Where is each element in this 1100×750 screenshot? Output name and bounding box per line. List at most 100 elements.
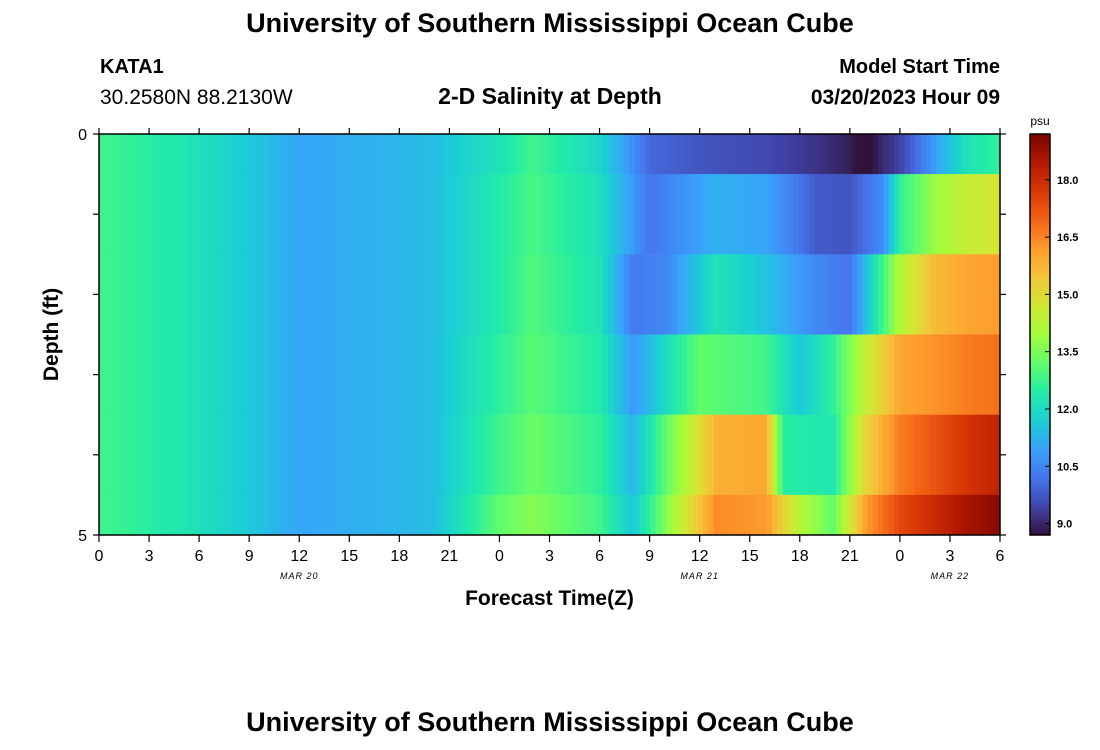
colorbar-segment — [1030, 194, 1050, 198]
heatmap-cell — [273, 134, 280, 175]
heatmap-cell — [729, 134, 736, 175]
heatmap-cell — [443, 174, 450, 255]
heatmap-cell — [936, 414, 943, 496]
heatmap-cell — [867, 414, 874, 496]
heatmap-cell — [660, 174, 667, 255]
heatmap-cell — [973, 494, 980, 536]
heatmap-cell — [671, 494, 678, 536]
heatmap-cell — [867, 174, 874, 255]
heatmap-cell — [369, 134, 375, 175]
heatmap-cell — [544, 414, 550, 496]
colorbar-segment — [1030, 438, 1050, 442]
heatmap-cell — [374, 414, 381, 496]
colorbar-tick-label: 16.5 — [1057, 232, 1078, 244]
heatmap-cell — [496, 494, 503, 536]
colorbar-segment — [1030, 481, 1050, 486]
heatmap-cell — [268, 494, 275, 536]
heatmap-cell — [332, 254, 338, 335]
heatmap-cell — [968, 494, 974, 536]
heatmap-cell — [263, 414, 269, 496]
heatmap-cell — [295, 134, 301, 175]
colorbar-segment — [1030, 284, 1050, 289]
x-tick-label: 21 — [440, 548, 458, 565]
heatmap-cell — [311, 254, 317, 335]
heatmap-cell — [528, 134, 534, 175]
heatmap-cell — [332, 494, 338, 536]
heatmap-cell — [220, 334, 227, 416]
heatmap-cell — [136, 334, 142, 416]
heatmap-cell — [803, 334, 810, 416]
colorbar-segment — [1030, 471, 1050, 476]
heatmap-cell — [475, 334, 481, 416]
heatmap-cell — [284, 414, 291, 496]
heatmap-cell — [629, 254, 635, 335]
heatmap-cell — [872, 254, 879, 335]
colorbar-segment — [1030, 134, 1050, 138]
colorbar-segment — [1030, 434, 1050, 439]
heatmap-cell — [947, 334, 953, 416]
heatmap-cell — [337, 254, 344, 335]
heatmap-cell — [962, 414, 969, 496]
colorbar-segment — [1030, 317, 1050, 322]
heatmap-cell — [305, 414, 312, 496]
x-tick-label: 0 — [495, 548, 504, 565]
heatmap-cell — [295, 494, 301, 536]
colorbar-segment — [1030, 160, 1050, 165]
heatmap-cell — [316, 414, 322, 496]
heatmap-cell — [215, 414, 222, 496]
heatmap-cell — [761, 494, 768, 536]
heatmap-cell — [226, 254, 232, 335]
heatmap-cell — [427, 334, 434, 416]
heatmap-cell — [178, 174, 185, 255]
heatmap-cell — [766, 254, 773, 335]
heatmap-cell — [289, 134, 296, 175]
heatmap-cell — [629, 414, 635, 496]
heatmap-cell — [607, 134, 614, 175]
heatmap-cell — [650, 414, 656, 496]
heatmap-cell — [644, 334, 651, 416]
heatmap-cell — [358, 494, 365, 536]
heatmap-cell — [273, 174, 280, 255]
heatmap-cell — [417, 254, 423, 335]
x-tick-label: 6 — [195, 548, 204, 565]
heatmap-cell — [199, 334, 206, 416]
x-tick-label: 21 — [841, 548, 859, 565]
heatmap-cell — [263, 174, 269, 255]
heatmap-cell — [602, 334, 609, 416]
heatmap-cell — [432, 174, 439, 255]
heatmap-cell — [480, 494, 487, 536]
colorbar-segment — [1030, 154, 1050, 158]
heatmap-cell — [915, 494, 921, 536]
heatmap-cell — [581, 174, 587, 255]
colorbar-segment — [1030, 190, 1050, 195]
heatmap-cell — [920, 334, 927, 416]
heatmap-cell — [496, 134, 503, 175]
x-tick-label: 9 — [245, 548, 254, 565]
heatmap-cell — [740, 134, 746, 175]
heatmap-cell — [523, 494, 529, 536]
heatmap-cell — [925, 334, 932, 416]
heatmap-cell — [819, 334, 826, 416]
heatmap-cell — [968, 414, 974, 496]
heatmap-cell — [856, 134, 863, 175]
heatmap-cell — [931, 254, 937, 335]
heatmap-cell — [655, 334, 662, 416]
heatmap-cell — [719, 134, 725, 175]
heatmap-cell — [252, 174, 259, 255]
colorbar-segment — [1030, 464, 1050, 469]
heatmap-cell — [793, 494, 799, 536]
heatmap-cell — [406, 134, 413, 175]
heatmap-cell — [729, 254, 736, 335]
heatmap-cell — [909, 494, 916, 536]
station-coordinates: 30.2580N 88.2130W — [100, 86, 293, 109]
heatmap-cell — [735, 134, 741, 175]
heatmap-cell — [284, 254, 291, 335]
x-tick-label: 3 — [145, 548, 154, 565]
heatmap-cell — [114, 494, 121, 536]
heatmap-cell — [194, 494, 201, 536]
heatmap-cell — [496, 254, 503, 335]
heatmap-cell — [205, 414, 211, 496]
heatmap-cell — [364, 134, 370, 175]
heatmap-cell — [485, 334, 492, 416]
heatmap-cell — [607, 414, 614, 496]
